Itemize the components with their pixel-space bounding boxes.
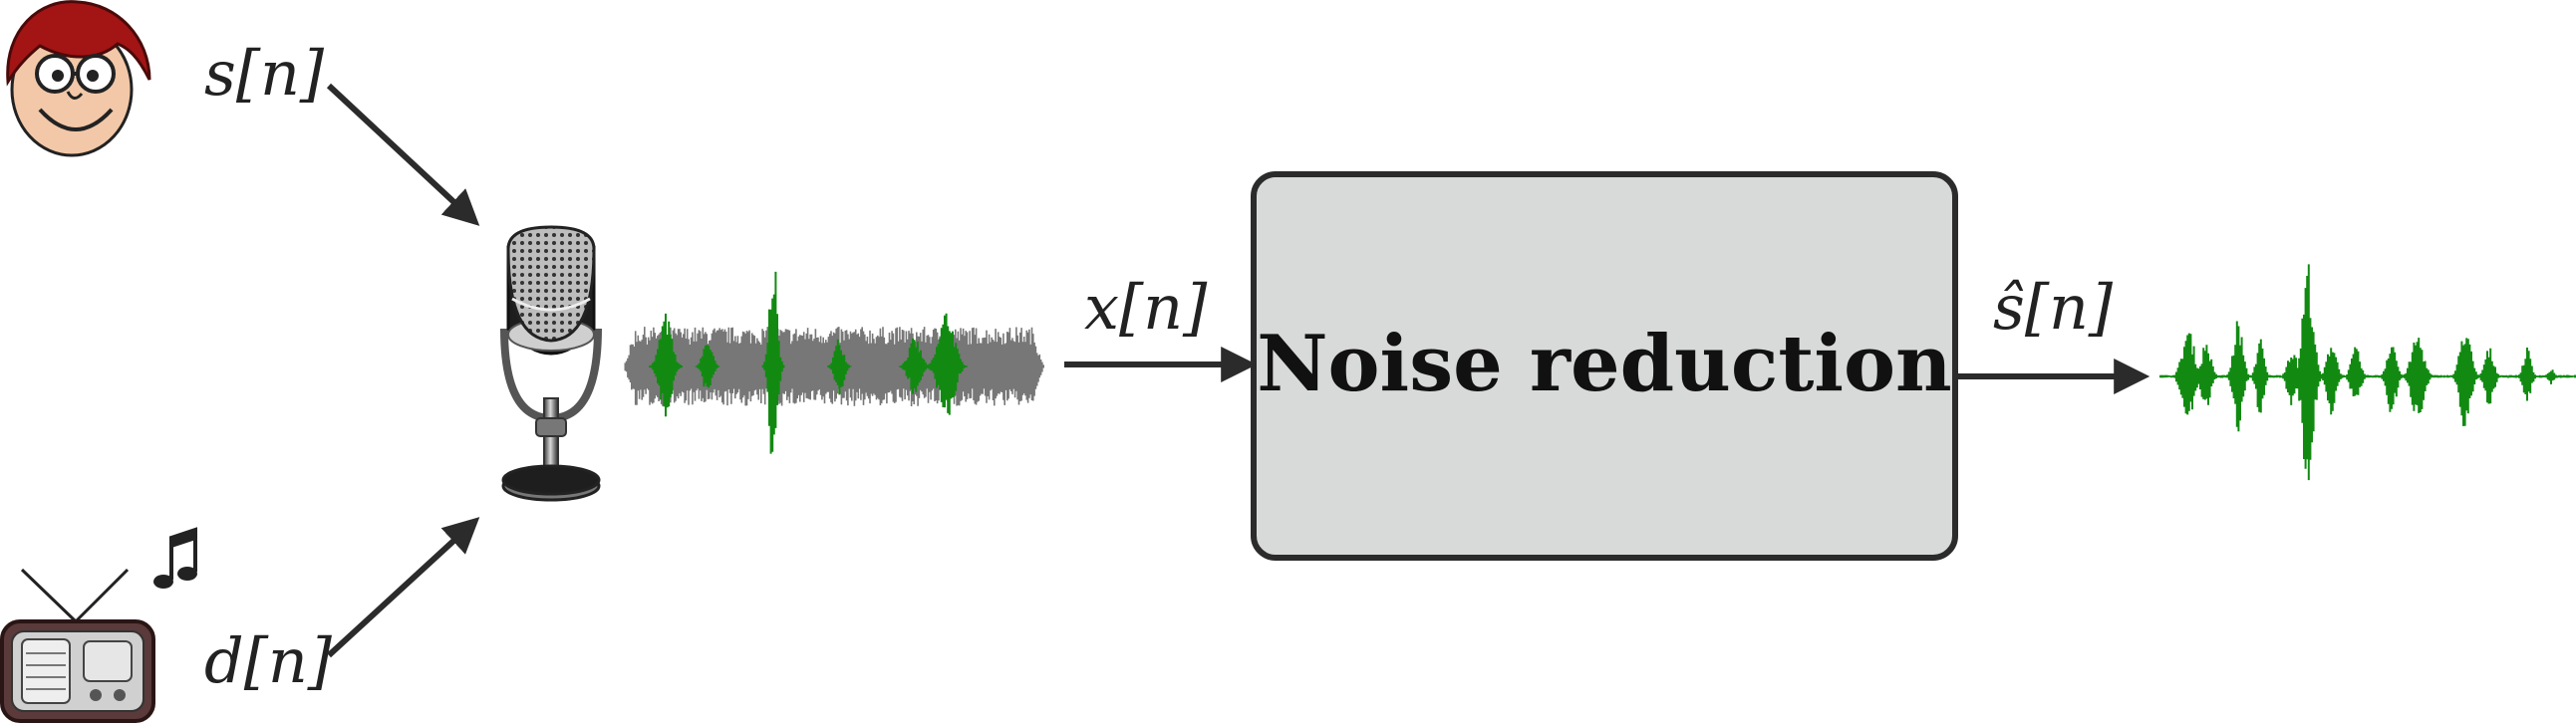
clean-waveform: [2159, 264, 2576, 481]
noisy-signal-label: x[n]: [1084, 271, 1208, 344]
radio-icon: [0, 568, 155, 723]
speech-input-label: s[n]: [204, 37, 325, 110]
noise-input-label: d[n]: [204, 624, 333, 697]
music-note-icon: [153, 527, 197, 589]
microphone-icon: [500, 225, 602, 502]
estimated-output-label: ŝ[n]: [1993, 271, 2114, 344]
block-title: Noise reduction: [1257, 319, 1952, 409]
noisy-waveform: [624, 271, 1044, 454]
clean-speech-trace: [2159, 264, 2576, 481]
noise-arrow: [326, 517, 480, 658]
noise-reduction-block: [1251, 171, 1958, 561]
speech-arrow: [326, 83, 480, 226]
noisy-speech-trace: [649, 271, 969, 454]
person-face-icon: [6, 0, 151, 157]
